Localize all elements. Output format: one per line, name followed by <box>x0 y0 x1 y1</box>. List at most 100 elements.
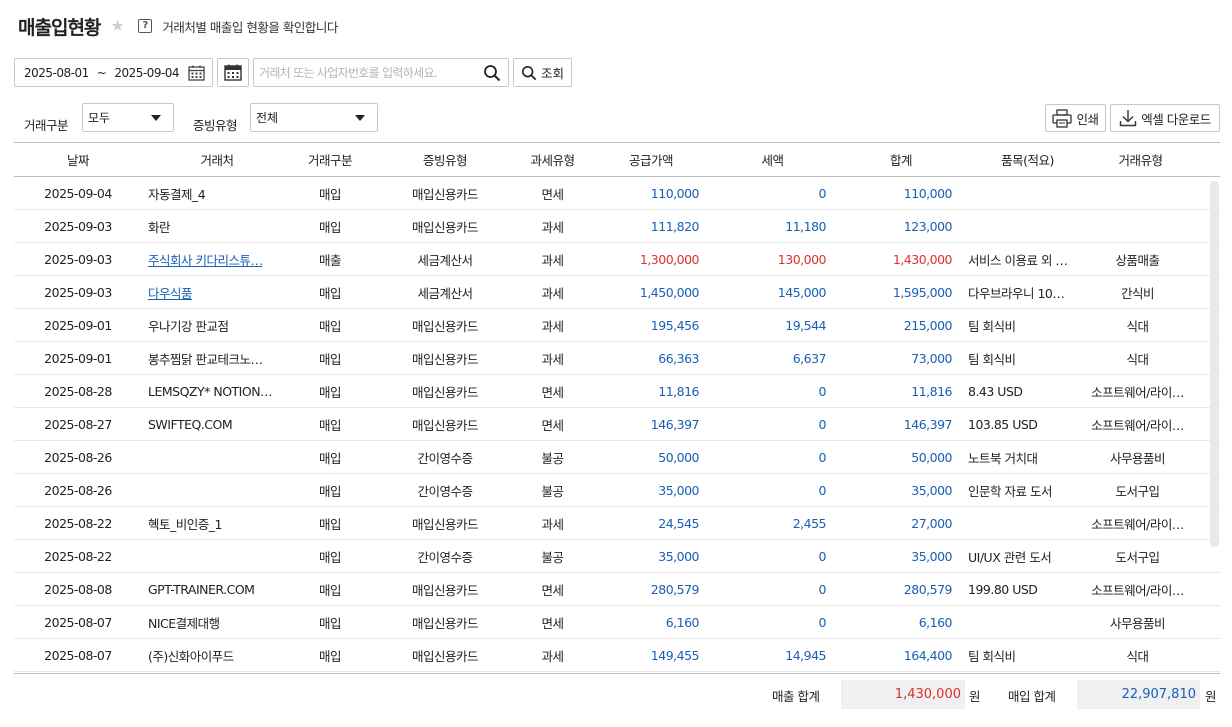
table-row[interactable]: 2025-08-27 SWIFTEQ.COM 매입 매입신용카드 면세 146,397 0 1… <box>14 408 1220 441</box>
cell-amount: 280,579 <box>650 581 699 597</box>
cell-tax-type: 면세 <box>541 417 564 433</box>
cell-amount: 24,545 <box>658 515 699 531</box>
table-row[interactable]: 2025-09-03 다우식품 매입 세금계산서 과세 1,450,000 145,000 1… <box>14 276 1220 309</box>
calendar-mini-icon[interactable] <box>188 65 205 81</box>
cell-amount: 35,000 <box>658 482 699 498</box>
cell-tax-type: 불공 <box>541 483 564 499</box>
cell-amount: 195,456 <box>650 317 699 333</box>
table-row[interactable]: 2025-09-03 화란 매입 매입신용카드 과세 111,820 11,180 123,0… <box>14 210 1220 243</box>
cell-item: 팀 회식비 <box>968 648 1016 664</box>
table-row[interactable]: 2025-08-26 매입 간이영수증 불공 50,000 0 50,000 노트북 거치대 사… <box>14 441 1220 474</box>
cell-vat: 0 <box>818 581 826 597</box>
cell-total: 27,000 <box>911 515 952 531</box>
table-row[interactable]: 2025-08-08 GPT-TRAINER.COM 매입 매입신용카드 면세 280,5… <box>14 573 1220 606</box>
cell-date: 2025-08-27 <box>44 416 112 432</box>
help-icon[interactable]: ? <box>138 19 153 33</box>
purchase-total-label: 매입 합계 <box>1008 689 1056 704</box>
table-row[interactable]: 2025-09-01 봉추찜닭 판교테크노… 매입 매입신용카드 과세 66,363 6,6… <box>14 342 1220 375</box>
table-row[interactable]: 2025-08-22 매입 간이영수증 불공 35,000 0 35,000 UI/UX 관련… <box>14 540 1220 573</box>
cell-total: 164,400 <box>903 647 952 663</box>
search-input[interactable] <box>254 59 474 86</box>
cell-trade-type: 매입 <box>318 318 342 334</box>
cell-evidence: 매입신용카드 <box>411 615 479 631</box>
table-row[interactable]: 2025-08-07 (주)신화아이푸드 매입 매입신용카드 과세 149,455 14,9… <box>14 639 1220 672</box>
cell-date: 2025-09-03 <box>44 284 112 300</box>
cell-tax-type: 불공 <box>541 450 564 466</box>
cell-party: GPT-TRAINER.COM <box>148 581 255 597</box>
cell-kind: 소프트웨어/라이… <box>1091 384 1184 400</box>
cell-item: 199.80 USD <box>968 581 1038 597</box>
cell-date: 2025-08-08 <box>44 581 112 597</box>
cell-vat: 0 <box>818 482 826 498</box>
cell-total: 50,000 <box>911 449 952 465</box>
cell-total: 6,160 <box>918 614 952 630</box>
printer-icon <box>1052 108 1073 128</box>
cell-date: 2025-08-22 <box>44 515 112 531</box>
table-row[interactable]: 2025-08-26 매입 간이영수증 불공 35,000 0 35,000 인문학 자료 도… <box>14 474 1220 507</box>
column-header-total[interactable]: 합계 <box>889 153 913 168</box>
cell-kind: 도서구입 <box>1115 549 1160 565</box>
cell-evidence: 매입신용카드 <box>411 417 479 433</box>
cell-vat: 0 <box>818 185 826 201</box>
excel-download-button[interactable]: 엑셀 다운로드 <box>1110 104 1220 132</box>
table-row[interactable]: 2025-09-04 자동결제_4 매입 매입신용카드 면세 110,000 0 110,00… <box>14 177 1220 210</box>
cell-evidence: 간이영수증 <box>417 483 473 499</box>
cell-tax-type: 과세 <box>541 252 564 268</box>
column-header-tax-type[interactable]: 과세유형 <box>530 153 575 168</box>
calendar-button[interactable] <box>217 58 249 87</box>
purchase-total-value: 22,907,810 <box>1077 680 1200 709</box>
download-icon <box>1120 110 1137 127</box>
vertical-scrollbar[interactable] <box>1210 181 1219 547</box>
column-header-date[interactable]: 날짜 <box>66 153 90 168</box>
print-button[interactable]: 인쇄 <box>1045 104 1106 132</box>
calendar-icon <box>224 64 242 81</box>
cell-kind: 사무용품비 <box>1109 615 1166 631</box>
cell-trade-type: 매입 <box>318 351 342 367</box>
cell-vat: 0 <box>818 416 826 432</box>
cell-evidence: 매입신용카드 <box>411 516 479 532</box>
cell-kind: 식대 <box>1126 351 1149 367</box>
cell-date: 2025-08-22 <box>44 548 112 564</box>
cell-tax-type: 과세 <box>541 516 564 532</box>
cell-total: 35,000 <box>911 482 952 498</box>
cell-kind: 소프트웨어/라이… <box>1091 417 1184 433</box>
cell-date: 2025-08-26 <box>44 482 112 498</box>
column-header-trade-type[interactable]: 거래구분 <box>307 153 353 168</box>
table-row[interactable]: 2025-09-03 주식회사 키다리스튜… 매출 세금계산서 과세 1,300,000 1… <box>14 243 1220 276</box>
trade-type-select[interactable]: 모두 <box>82 103 174 132</box>
column-header-party[interactable]: 거래처 <box>200 153 234 168</box>
cell-date: 2025-09-01 <box>44 350 112 366</box>
evidence-type-select[interactable]: 전체 <box>250 103 378 132</box>
table-row[interactable]: 2025-09-01 우나기강 판교점 매입 매입신용카드 과세 195,456 19,54… <box>14 309 1220 342</box>
cell-total: 280,579 <box>903 581 952 597</box>
cell-evidence: 간이영수증 <box>417 549 473 565</box>
star-icon[interactable]: ★ <box>110 16 125 35</box>
cell-amount: 111,820 <box>650 218 699 234</box>
cell-trade-type: 매입 <box>318 615 342 631</box>
cell-amount: 146,397 <box>650 416 699 432</box>
cell-party: 다우식품 <box>142 283 292 302</box>
column-header-amount[interactable]: 공급가액 <box>628 153 674 168</box>
query-button[interactable]: 조회 <box>513 58 572 87</box>
party-link[interactable]: 다우식품 <box>148 285 193 301</box>
cell-date: 2025-09-01 <box>44 317 112 333</box>
column-header-item[interactable]: 품목(적요) <box>1001 153 1054 168</box>
print-button-label: 인쇄 <box>1076 111 1099 127</box>
cell-amount: 11,816 <box>658 383 699 399</box>
cell-date: 2025-08-07 <box>44 647 112 663</box>
cell-evidence: 간이영수증 <box>417 450 473 466</box>
cell-vat: 0 <box>818 548 826 564</box>
cell-amount: 35,000 <box>658 548 699 564</box>
date-range-input[interactable]: 2025-08-01 ~ 2025-09-04 <box>14 58 213 87</box>
table-row[interactable]: 2025-08-28 LEMSQZY* NOTION… 매입 매입신용카드 면세 11,8… <box>14 375 1220 408</box>
column-header-evidence[interactable]: 증빙유형 <box>422 153 468 168</box>
column-header-vat[interactable]: 세액 <box>761 153 784 168</box>
party-link[interactable]: 주식회사 키다리스튜… <box>148 252 263 268</box>
search-icon[interactable] <box>483 64 501 82</box>
cell-date: 2025-09-04 <box>44 185 112 201</box>
page-title: 매출입현황 <box>18 16 101 39</box>
table-row[interactable]: 2025-08-07 NICE결제대행 매입 매입신용카드 면세 6,160 0 6,160 사… <box>14 606 1220 639</box>
purchase-total-currency: 원 <box>1205 689 1217 704</box>
table-row[interactable]: 2025-08-22 혝토_비인증_1 매입 매입신용카드 과세 24,545 2,455 2… <box>14 507 1220 540</box>
column-header-kind[interactable]: 거래유형 <box>1118 153 1163 168</box>
